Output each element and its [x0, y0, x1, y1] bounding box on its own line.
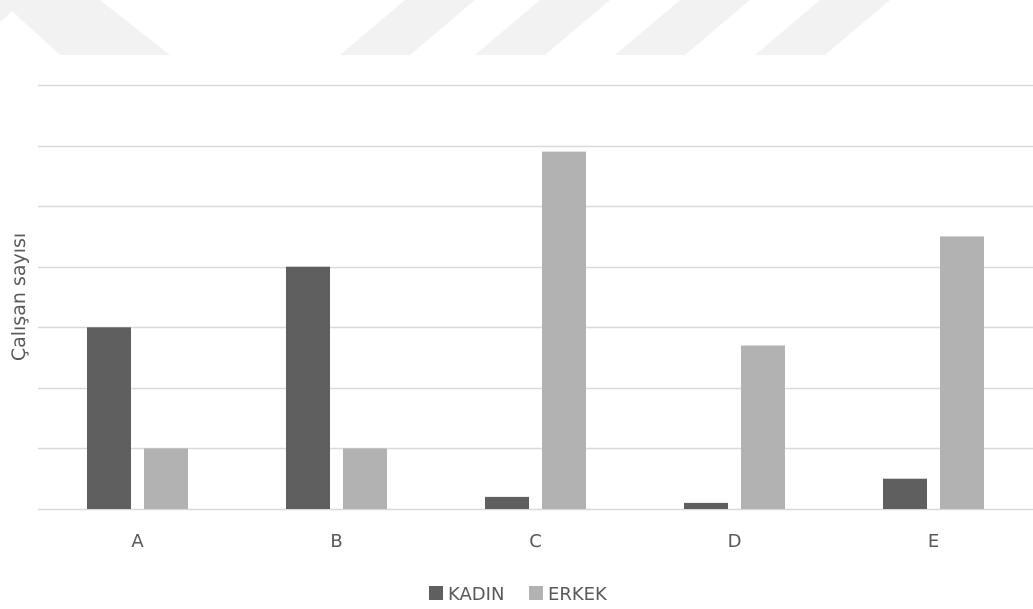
bar-erkek-e	[940, 236, 984, 509]
y-axis-label: Çalışan sayısı	[8, 233, 30, 361]
x-tick-label: E	[928, 531, 939, 552]
bar-kadin-c	[485, 496, 529, 509]
bar-kadin-e	[883, 478, 927, 509]
bar-erkek-b	[343, 448, 387, 509]
bar-kadin-d	[684, 502, 728, 509]
bar-kadin-a	[87, 327, 131, 509]
x-tick-label: D	[728, 531, 742, 552]
x-tick-label: C	[529, 531, 542, 552]
watermark-stripe	[0, 0, 170, 55]
legend-swatch-erkek	[529, 586, 543, 600]
watermark-stripe	[340, 0, 475, 55]
x-tick-labels: A B C D E	[131, 531, 939, 552]
bars	[87, 151, 984, 509]
watermark-stripe	[475, 0, 610, 55]
legend: KADIN ERKEK	[429, 584, 608, 605]
x-tick-label: A	[131, 531, 144, 552]
watermark-stripe	[615, 0, 750, 55]
watermark-stripe	[0, 0, 25, 22]
legend-label-erkek: ERKEK	[548, 584, 608, 605]
x-tick-label: B	[330, 531, 342, 552]
watermark-stripes	[0, 0, 890, 55]
gridlines	[38, 84, 1033, 511]
watermark-stripe	[755, 0, 890, 55]
bar-kadin-b	[286, 266, 330, 509]
bar-erkek-d	[741, 345, 785, 509]
legend-swatch-kadin	[429, 586, 443, 600]
bar-erkek-a	[144, 448, 188, 509]
bar-erkek-c	[542, 151, 586, 509]
legend-label-kadin: KADIN	[448, 584, 504, 605]
